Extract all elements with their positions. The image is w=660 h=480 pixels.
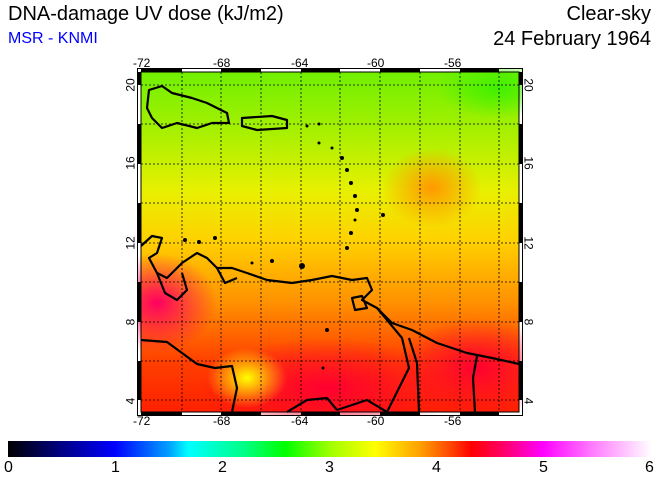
dose-field — [137, 68, 523, 416]
graticule — [141, 72, 519, 412]
date-label: 24 February 1964 — [493, 28, 651, 50]
lat-tick-left: 4 — [123, 397, 138, 405]
colorbar-tick: 2 — [218, 459, 227, 476]
lat-tick-right: 4 — [521, 397, 536, 405]
lon-tick-top: -68 — [213, 56, 231, 70]
lon-tick-bottom: -72 — [133, 414, 151, 428]
lat-tick-left: 12 — [123, 236, 138, 250]
lon-tick-bottom: -68 — [213, 414, 231, 428]
colorbar — [8, 441, 652, 457]
lon-tick-top: -56 — [444, 56, 462, 70]
map-frame — [137, 68, 523, 416]
colorbar-tick: 1 — [111, 459, 120, 476]
lat-tick-right: 12 — [521, 236, 536, 250]
lon-tick-top: -60 — [367, 56, 385, 70]
lon-tick-top: -64 — [291, 56, 309, 70]
lat-tick-right: 16 — [521, 156, 536, 170]
lon-tick-bottom: -56 — [444, 414, 462, 428]
lat-tick-left: 8 — [123, 318, 138, 326]
islands — [183, 122, 385, 370]
lat-tick-right: 8 — [521, 318, 536, 326]
lat-tick-left: 20 — [123, 78, 138, 92]
lon-tick-bottom: -64 — [291, 414, 309, 428]
lon-tick-top: -72 — [133, 56, 151, 70]
lon-tick-bottom: -60 — [367, 414, 385, 428]
map-title: DNA-damage UV dose (kJ/m2) — [8, 3, 284, 25]
colorbar-tick: 4 — [432, 459, 441, 476]
colorbar-tick: 3 — [325, 459, 334, 476]
colorbar-tick: 5 — [539, 459, 548, 476]
lat-tick-left: 16 — [123, 156, 138, 170]
colorbar-tick: 0 — [4, 459, 13, 476]
coastlines — [140, 84, 520, 413]
uv-dose-map — [137, 68, 523, 416]
source-label: MSR - KNMI — [8, 30, 98, 47]
lat-tick-right: 20 — [521, 78, 536, 92]
sky-mode-label: Clear-sky — [566, 3, 651, 25]
colorbar-tick: 6 — [645, 459, 654, 476]
